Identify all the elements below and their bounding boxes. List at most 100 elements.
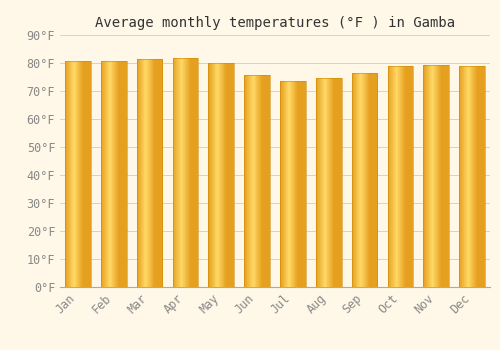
Bar xyxy=(428,65,429,287)
Bar xyxy=(403,66,404,287)
Bar xyxy=(369,72,370,287)
Bar xyxy=(151,59,152,287)
Bar xyxy=(172,58,173,287)
Bar xyxy=(90,61,91,287)
Bar xyxy=(322,78,323,287)
Bar xyxy=(218,63,220,287)
Bar xyxy=(444,65,446,287)
Bar xyxy=(388,66,389,287)
Bar xyxy=(267,75,268,287)
Bar xyxy=(191,58,192,287)
Bar xyxy=(320,78,321,287)
Bar xyxy=(262,75,263,287)
Bar xyxy=(390,66,391,287)
Bar xyxy=(143,59,144,287)
Bar xyxy=(483,66,484,287)
Bar xyxy=(291,82,292,287)
Bar xyxy=(335,78,336,287)
Bar xyxy=(101,61,126,287)
Bar xyxy=(302,82,304,287)
Bar xyxy=(398,66,399,287)
Bar xyxy=(136,59,162,287)
Bar xyxy=(225,63,226,287)
Bar xyxy=(324,78,325,287)
Bar xyxy=(374,72,375,287)
Bar xyxy=(261,75,262,287)
Bar xyxy=(373,72,374,287)
Bar xyxy=(227,63,228,287)
Bar xyxy=(114,61,115,287)
Bar xyxy=(326,78,327,287)
Bar xyxy=(467,66,468,287)
Bar xyxy=(66,61,67,287)
Bar xyxy=(408,66,409,287)
Bar xyxy=(474,66,476,287)
Bar xyxy=(304,82,305,287)
Bar xyxy=(433,65,434,287)
Bar xyxy=(332,78,334,287)
Bar xyxy=(138,59,140,287)
Bar xyxy=(65,61,91,287)
Bar xyxy=(78,61,79,287)
Bar xyxy=(482,66,483,287)
Bar xyxy=(263,75,264,287)
Bar xyxy=(122,61,123,287)
Bar xyxy=(435,65,436,287)
Bar xyxy=(89,61,90,287)
Bar xyxy=(211,63,212,287)
Bar xyxy=(123,61,124,287)
Bar xyxy=(459,66,485,287)
Bar xyxy=(80,61,81,287)
Bar xyxy=(401,66,402,287)
Bar xyxy=(104,61,106,287)
Bar xyxy=(83,61,84,287)
Bar xyxy=(74,61,76,287)
Bar xyxy=(264,75,265,287)
Bar xyxy=(124,61,125,287)
Bar xyxy=(248,75,250,287)
Bar xyxy=(432,65,433,287)
Bar xyxy=(476,66,478,287)
Bar xyxy=(183,58,184,287)
Bar xyxy=(472,66,474,287)
Bar xyxy=(405,66,406,287)
Bar xyxy=(260,75,261,287)
Bar xyxy=(196,58,197,287)
Bar xyxy=(397,66,398,287)
Bar xyxy=(220,63,222,287)
Bar xyxy=(116,61,117,287)
Bar xyxy=(357,72,358,287)
Bar xyxy=(400,66,401,287)
Bar xyxy=(468,66,469,287)
Bar xyxy=(289,82,290,287)
Bar xyxy=(441,65,442,287)
Bar xyxy=(142,59,143,287)
Bar xyxy=(404,66,405,287)
Bar xyxy=(229,63,230,287)
Bar xyxy=(394,66,396,287)
Bar xyxy=(210,63,211,287)
Bar xyxy=(150,59,151,287)
Bar xyxy=(442,65,444,287)
Bar xyxy=(389,66,390,287)
Bar xyxy=(472,66,473,287)
Bar xyxy=(352,72,353,287)
Bar xyxy=(330,78,332,287)
Bar xyxy=(481,66,482,287)
Bar xyxy=(464,66,465,287)
Bar xyxy=(72,61,73,287)
Bar xyxy=(254,75,255,287)
Bar xyxy=(103,61,104,287)
Bar xyxy=(407,66,408,287)
Bar xyxy=(70,61,71,287)
Bar xyxy=(297,82,298,287)
Bar xyxy=(303,82,304,287)
Bar xyxy=(82,61,83,287)
Bar xyxy=(396,66,397,287)
Bar xyxy=(429,65,430,287)
Bar xyxy=(231,63,232,287)
Bar xyxy=(140,59,141,287)
Bar xyxy=(255,75,256,287)
Bar xyxy=(154,59,155,287)
Bar xyxy=(362,72,364,287)
